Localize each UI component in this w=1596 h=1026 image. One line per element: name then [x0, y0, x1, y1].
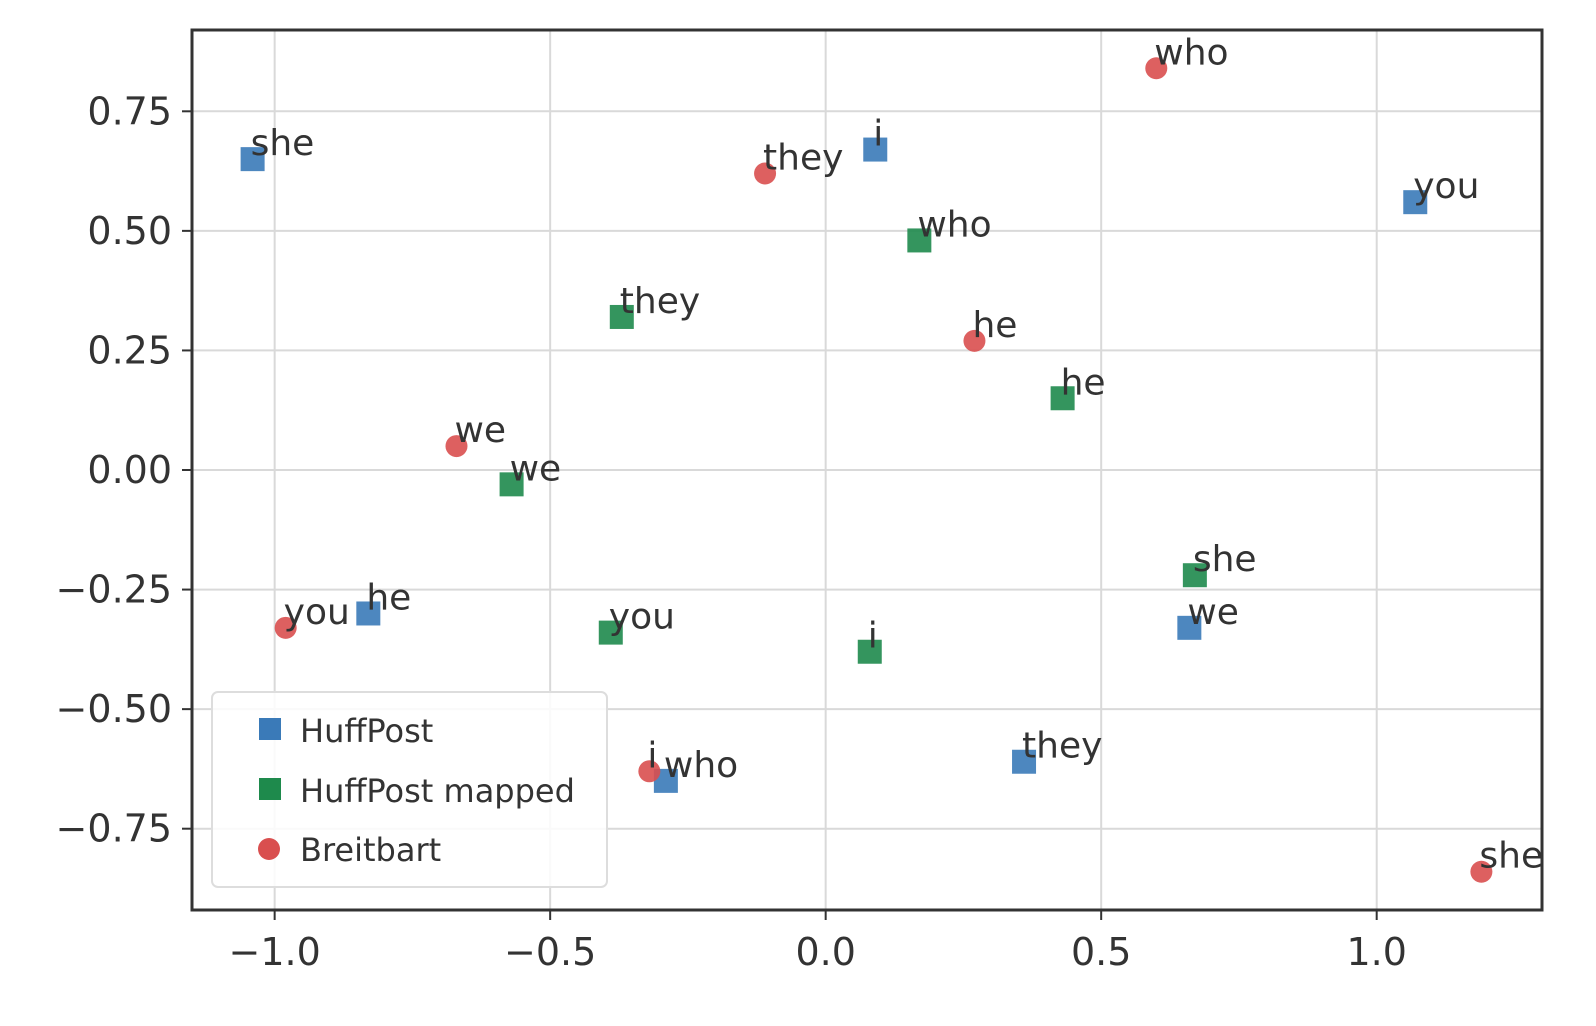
huffpost-mapped-point-we — [499, 472, 524, 497]
huffpost-point-they — [1012, 749, 1037, 774]
huffpost-label-they: they — [1022, 726, 1102, 767]
grid — [192, 30, 1542, 910]
y-tick-label: 0.00 — [87, 448, 172, 492]
legend-label-huffpost-mapped: HuffPost mapped — [300, 772, 575, 810]
y-tick-label: −0.25 — [56, 568, 172, 612]
huffpost-mapped-label-he: he — [1061, 362, 1106, 403]
huffpost-label-who: who — [664, 745, 738, 786]
legend-label-breitbart: Breitbart — [300, 831, 441, 869]
breitbart-point-he — [963, 329, 986, 352]
breitbart-label-we: we — [454, 410, 506, 451]
huffpost-point-she — [240, 147, 265, 172]
huffpost-label-i: i — [873, 114, 883, 155]
huffpost-mapped-label-we: we — [510, 448, 562, 489]
huffpost-mapped-point-who — [907, 228, 932, 253]
huffpost-mapped-point-he — [1050, 386, 1075, 411]
huffpost-label-she: she — [251, 123, 315, 164]
legend: HuffPost HuffPost mapped Breitbart — [211, 691, 608, 888]
breitbart-point-they — [754, 162, 777, 185]
huffpost-point-he — [356, 601, 381, 626]
breitbart-label-you: you — [284, 592, 350, 633]
huffpost-mapped-label-i: i — [868, 616, 878, 657]
huffpost-mapped-label-who: who — [917, 204, 991, 245]
huffpost-mapped-label-she: she — [1193, 539, 1257, 580]
x-tick-label: 0.5 — [1071, 930, 1131, 974]
legend-marker-huffpost-mapped — [259, 778, 281, 800]
huffpost-point-i — [863, 137, 888, 162]
x-tick-label: −1.0 — [229, 930, 321, 974]
breitbart-label-they: they — [763, 137, 843, 178]
x-tick-label: 0.0 — [795, 930, 855, 974]
huffpost-mapped-point-i — [857, 639, 882, 664]
breitbart-label-he: he — [972, 305, 1017, 346]
axis-ticks: −1.0 −0.5 0.0 0.5 1.0 0.75 0.50 0.25 0.00 −0.25 −0… — [56, 89, 1407, 974]
legend-marker-breitbart — [258, 838, 280, 860]
huffpost-point-you — [1403, 190, 1428, 215]
legend-marker-huffpost — [259, 718, 281, 740]
breitbart-point-she — [1470, 860, 1493, 883]
huffpost-mapped-point-she — [1182, 563, 1207, 588]
x-tick-label: 1.0 — [1346, 930, 1406, 974]
x-tick-label: −0.5 — [504, 930, 596, 974]
breitbart-point-i — [638, 760, 661, 783]
huffpost-label-you: you — [1413, 166, 1479, 207]
data-markers — [240, 57, 1493, 883]
y-tick-label: 0.75 — [87, 89, 172, 133]
y-tick-label: −0.75 — [56, 807, 172, 851]
huffpost-label-he: he — [366, 577, 411, 618]
breitbart-label-i: i — [647, 735, 657, 776]
breitbart-label-who: who — [1154, 32, 1228, 73]
plot-frame — [190, 28, 1544, 912]
huffpost-mapped-point-you — [598, 620, 623, 645]
huffpost-point-we — [1177, 615, 1202, 640]
huffpost-mapped-point-they — [609, 304, 634, 329]
breitbart-point-you — [274, 616, 297, 639]
breitbart-point-we — [445, 435, 468, 458]
huffpost-mapped-label-they: they — [620, 281, 700, 322]
y-tick-label: 0.25 — [87, 328, 172, 372]
y-tick-label: 0.50 — [87, 209, 172, 253]
breitbart-point-who — [1145, 57, 1168, 80]
huffpost-mapped-label-you: you — [609, 597, 675, 638]
legend-box — [211, 691, 608, 888]
legend-label-huffpost: HuffPost — [300, 712, 433, 750]
y-tick-label: −0.50 — [56, 687, 172, 731]
huffpost-label-we: we — [1187, 592, 1239, 633]
breitbart-label-she: she — [1479, 836, 1543, 877]
